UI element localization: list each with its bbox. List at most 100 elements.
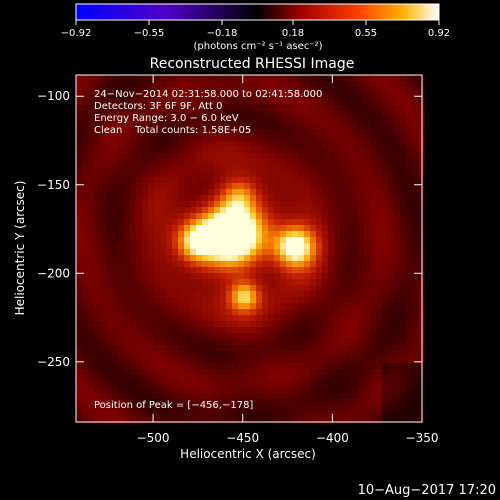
heatmap-pixel [142,99,149,106]
heatmap-pixel [130,411,137,418]
heatmap-pixel [184,381,191,388]
heatmap-pixel [352,231,359,238]
heatmap-pixel [130,405,137,412]
heatmap-pixel [220,105,227,112]
heatmap-pixel [184,159,191,166]
heatmap-pixel [292,171,299,178]
heatmap-pixel [94,309,101,316]
heatmap-pixel [406,345,413,352]
heatmap-pixel [274,381,281,388]
heatmap-pixel [292,129,299,136]
heatmap-pixel [184,297,191,304]
heatmap-pixel [256,357,263,364]
heatmap-image [76,75,425,424]
heatmap-pixel [412,153,419,160]
heatmap-pixel [340,87,347,94]
heatmap-pixel [172,297,179,304]
heatmap-pixel [406,417,413,424]
heatmap-pixel [394,393,401,400]
heatmap-pixel [418,255,425,262]
heatmap-pixel [112,291,119,298]
heatmap-pixel [214,141,221,148]
heatmap-pixel [82,243,89,250]
heatmap-pixel [100,141,107,148]
heatmap-pixel [244,399,251,406]
heatmap-pixel [94,405,101,412]
heatmap-pixel [364,327,371,334]
heatmap-pixel [82,399,89,406]
heatmap-pixel [142,405,149,412]
heatmap-pixel [172,225,179,232]
heatmap-pixel [142,381,149,388]
heatmap-pixel [376,255,383,262]
heatmap-pixel [220,351,227,358]
heatmap-pixel [142,177,149,184]
heatmap-pixel [160,297,167,304]
heatmap-pixel [394,165,401,172]
heatmap-pixel [334,237,341,244]
heatmap-pixel [82,99,89,106]
heatmap-pixel [292,225,299,232]
heatmap-pixel [388,303,395,310]
heatmap-pixel [382,405,389,412]
heatmap-pixel [352,147,359,154]
heatmap-pixel [88,357,95,364]
heatmap-pixel [328,387,335,394]
heatmap-pixel [190,159,197,166]
heatmap-pixel [340,279,347,286]
heatmap-pixel [148,117,155,124]
heatmap-pixel [304,381,311,388]
heatmap-pixel [214,405,221,412]
heatmap-pixel [370,225,377,232]
heatmap-pixel [286,393,293,400]
heatmap-pixel [388,387,395,394]
heatmap-pixel [316,381,323,388]
heatmap-pixel [346,93,353,100]
heatmap-pixel [220,315,227,322]
heatmap-pixel [172,351,179,358]
colorbar-tick-label: 0.92 [428,28,450,39]
heatmap-pixel [190,375,197,382]
heatmap-pixel [274,135,281,142]
heatmap-pixel [376,369,383,376]
heatmap-pixel [118,207,125,214]
heatmap-pixel [112,333,119,340]
heatmap-pixel [154,351,161,358]
heatmap-pixel [178,249,185,256]
heatmap-pixel [394,177,401,184]
heatmap-pixel [406,75,413,82]
heatmap-pixel [94,141,101,148]
heatmap-pixel [322,153,329,160]
heatmap-pixel [94,357,101,364]
heatmap-pixel [214,297,221,304]
heatmap-pixel [208,285,215,292]
heatmap-pixel [136,291,143,298]
heatmap-pixel [268,327,275,334]
colorbar-ticks: −0.92 −0.55 −0.18 0.18 0.55 0.92 [61,20,450,39]
heatmap-pixel [280,159,287,166]
heatmap-pixel [412,273,419,280]
heatmap-pixel [196,213,203,220]
heatmap-pixel [322,213,329,220]
heatmap-pixel [322,231,329,238]
heatmap-pixel [238,405,245,412]
heatmap-pixel [88,375,95,382]
heatmap-pixel [238,387,245,394]
heatmap-pixel [340,417,347,424]
heatmap-pixel [364,309,371,316]
heatmap-pixel [220,231,227,238]
heatmap-pixel [130,213,137,220]
heatmap-pixel [172,159,179,166]
heatmap-pixel [418,147,425,154]
heatmap-pixel [346,333,353,340]
heatmap-pixel [400,153,407,160]
heatmap-pixel [256,111,263,118]
heatmap-pixel [322,333,329,340]
heatmap-pixel [136,315,143,322]
heatmap-pixel [292,357,299,364]
heatmap-pixel [412,183,419,190]
heatmap-pixel [418,153,425,160]
heatmap-pixel [334,243,341,250]
heatmap-pixel [178,159,185,166]
heatmap-pixel [226,279,233,286]
